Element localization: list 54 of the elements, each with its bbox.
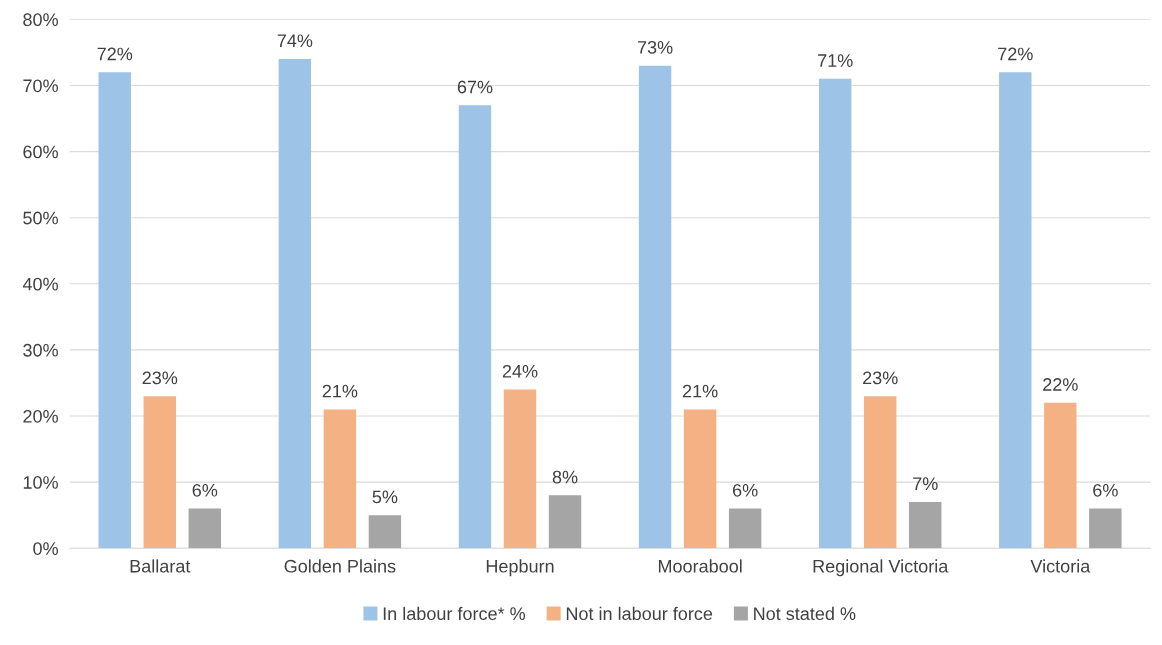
y-tick-label: 30% (23, 343, 58, 357)
x-tick-label: Victoria (1030, 559, 1091, 573)
bar (188, 508, 222, 549)
x-tick-label: Golden Plains (284, 559, 396, 573)
data-label: 8% (552, 470, 578, 484)
y-tick-label: 70% (23, 79, 58, 93)
bar (1089, 508, 1122, 549)
y-tick-label: 80% (23, 13, 58, 27)
bar (458, 105, 492, 549)
data-label: 21% (682, 384, 718, 398)
data-label: 6% (733, 483, 758, 497)
bar (638, 65, 672, 549)
data-label: 74% (277, 34, 313, 48)
legend-label: In labour force* % (383, 606, 526, 621)
data-label: 72% (97, 47, 133, 61)
x-tick-label: Hepburn (486, 559, 554, 577)
bar (683, 409, 717, 549)
bar (818, 78, 852, 549)
bar (548, 495, 582, 549)
bar (323, 409, 357, 549)
data-label: 24% (502, 364, 538, 378)
x-tick-label: Moorabool (658, 559, 742, 573)
data-label: 73% (637, 40, 673, 54)
bar (368, 515, 402, 549)
bar (909, 501, 942, 549)
x-tick-label: Regional Victoria (813, 559, 949, 577)
data-label: 72% (998, 47, 1033, 61)
y-tick-label: 40% (22, 277, 58, 291)
y-tick-label: 60% (23, 145, 58, 159)
data-label: 6% (1093, 483, 1118, 497)
legend-label: Not stated % (754, 606, 856, 621)
bar (728, 508, 762, 549)
bar (864, 396, 897, 549)
bar (98, 72, 131, 549)
data-label: 23% (863, 371, 898, 385)
y-tick-label: 0% (33, 542, 58, 555)
data-label: 23% (142, 371, 178, 385)
y-tick-label: 50% (23, 211, 58, 225)
x-tick-label: Ballarat (130, 559, 191, 573)
bar (1044, 402, 1077, 549)
data-label: 7% (913, 477, 938, 490)
data-label: 21% (322, 384, 358, 398)
bar (278, 59, 312, 549)
data-label: 5% (372, 490, 398, 504)
data-label: 22% (1043, 378, 1078, 391)
bar (999, 72, 1032, 549)
data-label: 71% (818, 54, 853, 67)
bar (143, 396, 176, 549)
legend-label: Not in labour force (566, 606, 713, 621)
bar (503, 389, 537, 549)
y-tick-label: 10% (23, 476, 58, 489)
data-label: 67% (457, 80, 493, 94)
y-tick-label: 20% (23, 409, 58, 423)
data-label: 6% (192, 483, 218, 497)
